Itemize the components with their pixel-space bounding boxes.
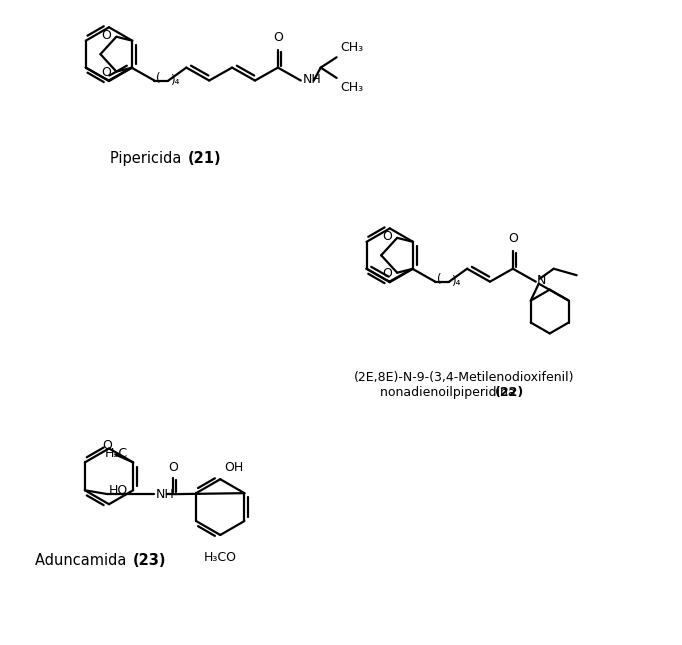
Text: H₃CO: H₃CO [204,551,237,564]
Text: (22): (22) [494,386,524,399]
Text: CH₃: CH₃ [340,41,364,54]
Text: (: ( [156,72,161,85]
Text: O: O [102,439,113,452]
Text: O: O [168,461,179,474]
Text: (21): (21) [188,151,221,166]
Text: N: N [537,274,546,287]
Text: )₄: )₄ [170,74,180,87]
Text: (23): (23) [133,553,166,568]
Text: O: O [508,232,518,245]
Text: NH: NH [155,488,175,501]
Text: (2E,8E)-N-9-(3,4-Metilenodioxifenil): (2E,8E)-N-9-(3,4-Metilenodioxifenil) [354,372,575,384]
Text: HO: HO [109,484,128,497]
Text: Aduncamida: Aduncamida [35,553,131,568]
Text: )₄: )₄ [451,275,460,288]
Text: CH₃: CH₃ [340,81,364,94]
Text: OH: OH [224,461,243,474]
Text: O: O [383,267,392,280]
Text: (: ( [437,273,442,286]
Text: Pipericida: Pipericida [110,151,186,166]
Text: O: O [273,31,283,44]
Text: nonadienoilpiperidina: nonadienoilpiperidina [380,386,520,399]
Text: O: O [383,230,392,243]
Text: H₃C: H₃C [105,448,128,461]
Text: NH: NH [303,73,321,86]
Text: O: O [102,66,111,79]
Text: O: O [102,29,111,42]
